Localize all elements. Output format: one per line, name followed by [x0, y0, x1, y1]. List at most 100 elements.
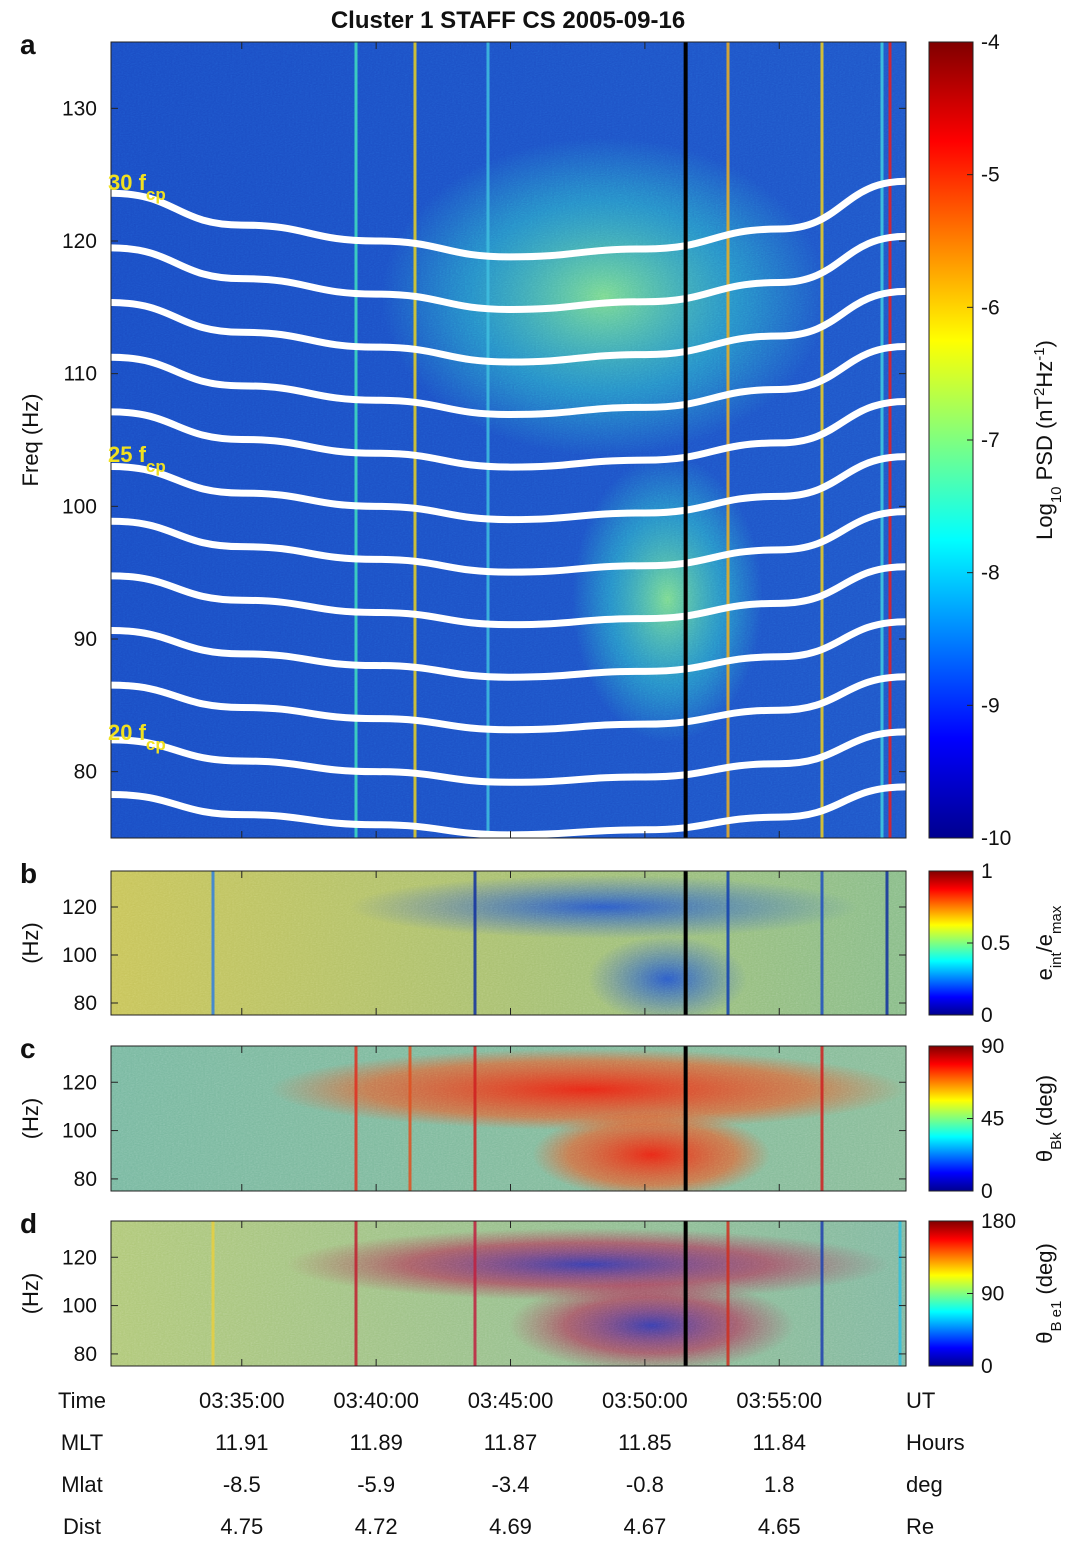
colorbar-label-part: /e	[1032, 934, 1057, 952]
panel-label: a	[20, 29, 36, 60]
harmonic-line	[111, 508, 906, 576]
harmonic-line	[111, 232, 906, 313]
harmonic-line	[111, 287, 906, 366]
y-tick-label: 80	[74, 761, 97, 784]
colorbar-tick-label: -10	[981, 827, 1011, 850]
panel-label: b	[20, 858, 37, 889]
colorbar-tick-label: 90	[981, 1283, 1004, 1306]
plot-frame	[110, 870, 907, 1016]
row-value: 4.72	[355, 1514, 398, 1539]
colorbar-label-part: 10	[1048, 486, 1065, 503]
y-axis-label: (Hz)	[18, 1273, 43, 1315]
colorbar-label-part: max	[1048, 905, 1065, 934]
row-value: -8.5	[223, 1472, 261, 1497]
heatmap	[111, 1046, 906, 1191]
row-unit: Re	[906, 1514, 934, 1539]
row-value: 11.89	[349, 1430, 402, 1455]
row-value: 1.8	[764, 1472, 795, 1497]
colorbar-tick-label: 1	[981, 860, 993, 883]
y-tick-label: 100	[62, 495, 97, 518]
colorbar-label-part: B e1	[1048, 1301, 1065, 1332]
colorbar-tick-label: 45	[981, 1108, 1004, 1131]
y-tick-label: 130	[62, 97, 97, 120]
panel-label: d	[20, 1208, 37, 1239]
annotation: 30 fcp	[108, 170, 166, 204]
y-axis-label: Freq (Hz)	[18, 394, 43, 487]
row-value: 11.87	[484, 1430, 537, 1455]
annotation-sub: cp	[146, 735, 166, 754]
panel-label: c	[20, 1033, 36, 1064]
colorbar-label-part: e	[1032, 968, 1057, 980]
row-value: 03:40:00	[333, 1388, 419, 1413]
colorbar-label-part: Log	[1032, 503, 1057, 540]
colorbar-label-part: Bk	[1048, 1132, 1065, 1150]
plot-frame	[110, 1045, 907, 1192]
row-value: 4.69	[489, 1514, 532, 1539]
colorbar	[928, 870, 974, 1016]
y-tick-label: 120	[62, 1071, 97, 1094]
row-name: MLT	[61, 1430, 103, 1455]
y-tick-label: 120	[62, 1246, 97, 1269]
colorbar-label-part: )	[1032, 340, 1057, 347]
colorbar-label-part: (deg)	[1032, 1243, 1057, 1300]
colorbar-label-part: 2	[1031, 388, 1048, 396]
harmonic-line	[111, 177, 906, 261]
row-name: Dist	[63, 1514, 101, 1539]
row-value: 03:45:00	[468, 1388, 554, 1413]
colorbar-label: θB e1 (deg)	[1032, 1243, 1065, 1344]
colorbar-label-part: (deg)	[1032, 1075, 1057, 1132]
y-tick-label: 120	[62, 230, 97, 253]
colorbar-tick-label: 180	[981, 1210, 1016, 1233]
row-value: 4.75	[220, 1514, 263, 1539]
row-name: Time	[58, 1388, 106, 1413]
colorbar-label-part: -1	[1031, 347, 1048, 360]
row-name: Mlat	[61, 1472, 103, 1497]
colorbar	[928, 41, 974, 839]
row-value: 11.91	[215, 1430, 268, 1455]
colorbar-tick-label: 0	[981, 1004, 993, 1027]
row-value: 03:35:00	[199, 1388, 285, 1413]
colorbar-tick-label: 90	[981, 1035, 1004, 1058]
y-tick-label: 100	[62, 944, 97, 967]
colorbar-tick-label: -5	[981, 164, 1000, 187]
row-value: -0.8	[626, 1472, 664, 1497]
colorbar-label-part: Hz	[1032, 361, 1057, 388]
annotation-sub: cp	[146, 457, 166, 476]
row-value: 4.65	[758, 1514, 801, 1539]
harmonic-line	[111, 398, 906, 471]
row-value: 11.84	[753, 1430, 806, 1455]
row-value: 4.67	[623, 1514, 666, 1539]
y-tick-label: 120	[62, 896, 97, 919]
figure-title: Cluster 1 STAFF CS 2005-09-16	[331, 7, 685, 34]
colorbar	[928, 1220, 974, 1367]
colorbar-tick-label: -6	[981, 296, 1000, 319]
y-tick-label: 80	[74, 992, 97, 1015]
annotation-text: 30 f	[108, 170, 147, 195]
colorbar-label-part: int	[1048, 951, 1065, 968]
row-value: 03:50:00	[602, 1388, 688, 1413]
annotation-text: 20 f	[108, 720, 147, 745]
harmonic-line	[111, 728, 906, 786]
colorbar-label: eint/emax	[1032, 905, 1065, 980]
harmonic-line	[111, 563, 906, 629]
colorbar-label-part: PSD (nT	[1032, 396, 1057, 486]
row-unit: Hours	[906, 1430, 965, 1455]
y-tick-label: 100	[62, 1295, 97, 1318]
annotation-sub: cp	[146, 185, 166, 204]
y-axis-label: (Hz)	[18, 1098, 43, 1140]
colorbar	[928, 1045, 974, 1192]
heatmap-texture	[111, 1221, 906, 1366]
annotation: 25 fcp	[108, 442, 166, 476]
plot-frame	[110, 41, 907, 839]
y-tick-label: 80	[74, 1168, 97, 1191]
row-unit: UT	[906, 1388, 935, 1413]
heatmap-texture	[111, 871, 906, 1015]
colorbar-label: Log10 PSD (nT2Hz-1)	[1031, 340, 1065, 540]
y-tick-label: 110	[64, 363, 97, 386]
harmonic-line	[111, 673, 906, 734]
heatmap	[111, 1221, 906, 1366]
row-value: -5.9	[357, 1472, 395, 1497]
colorbar-tick-label: 0	[981, 1355, 993, 1378]
y-tick-label: 100	[62, 1120, 97, 1143]
plot-frame	[110, 1220, 907, 1367]
